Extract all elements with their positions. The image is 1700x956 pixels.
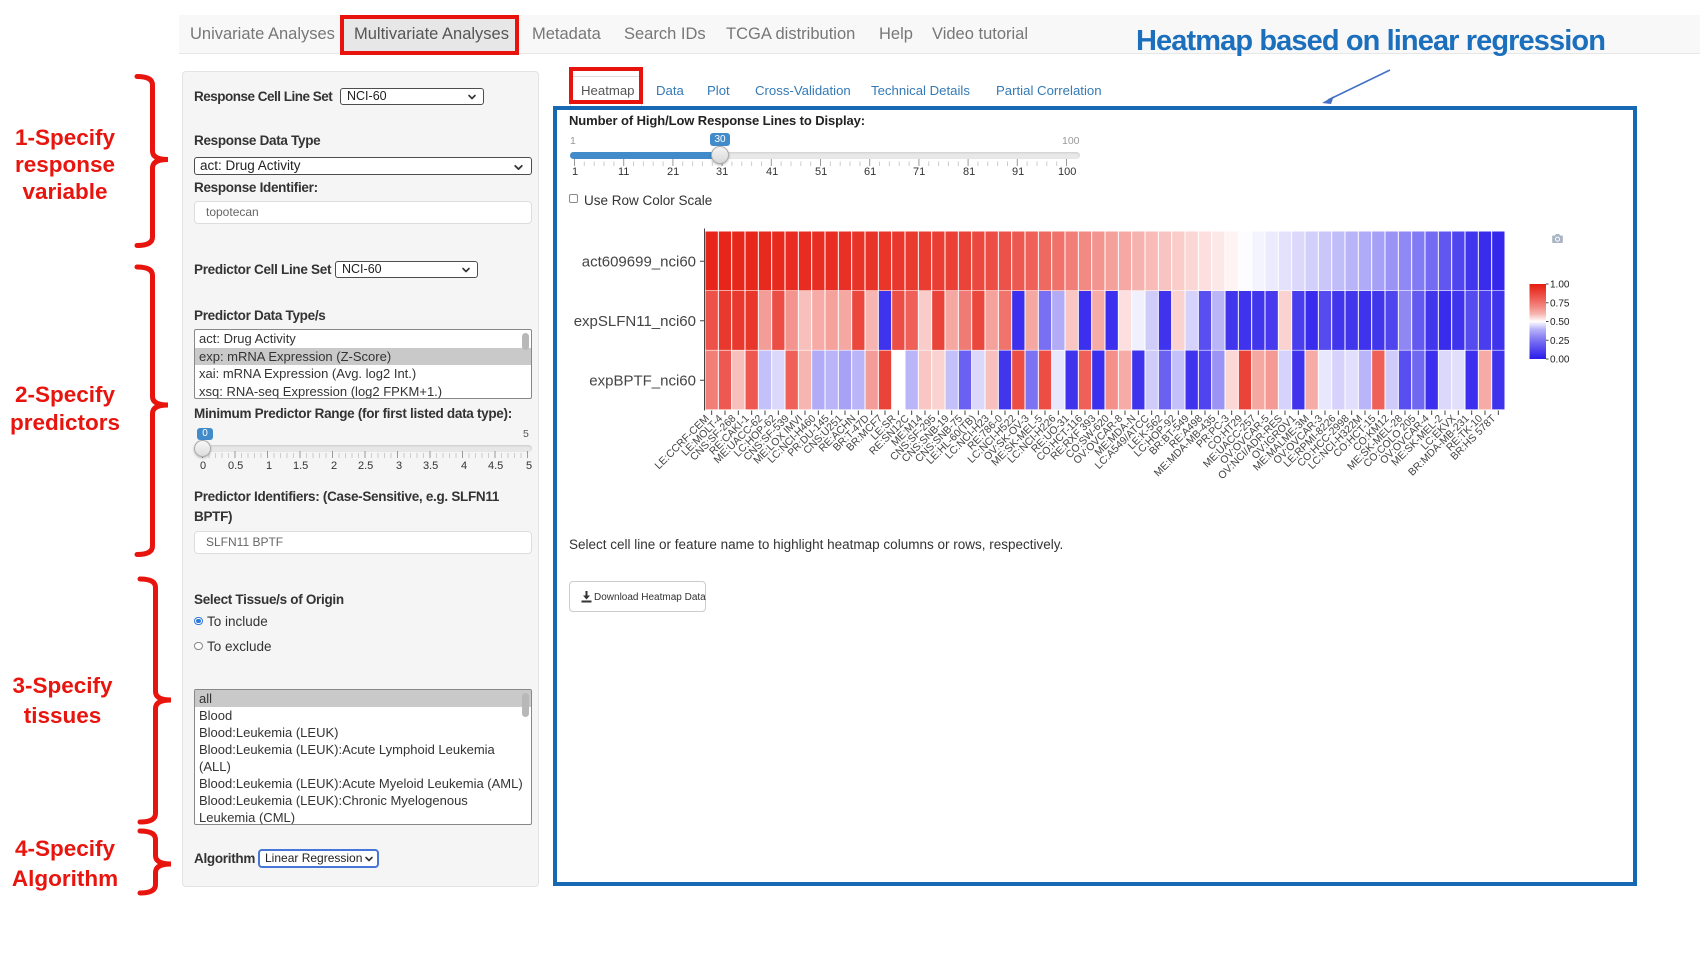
svg-text:1.00: 1.00 <box>1550 280 1570 291</box>
svg-text:expBPTF_nci60: expBPTF_nci60 <box>589 372 696 389</box>
svg-text:expSLFN11_nci60: expSLFN11_nci60 <box>574 313 696 330</box>
svg-text:0.25: 0.25 <box>1550 336 1570 347</box>
svg-text:0.00: 0.00 <box>1550 355 1570 366</box>
svg-text:0.50: 0.50 <box>1550 317 1570 328</box>
svg-text:act609699_nci60: act609699_nci60 <box>582 253 696 270</box>
svg-text:0.75: 0.75 <box>1550 298 1570 309</box>
